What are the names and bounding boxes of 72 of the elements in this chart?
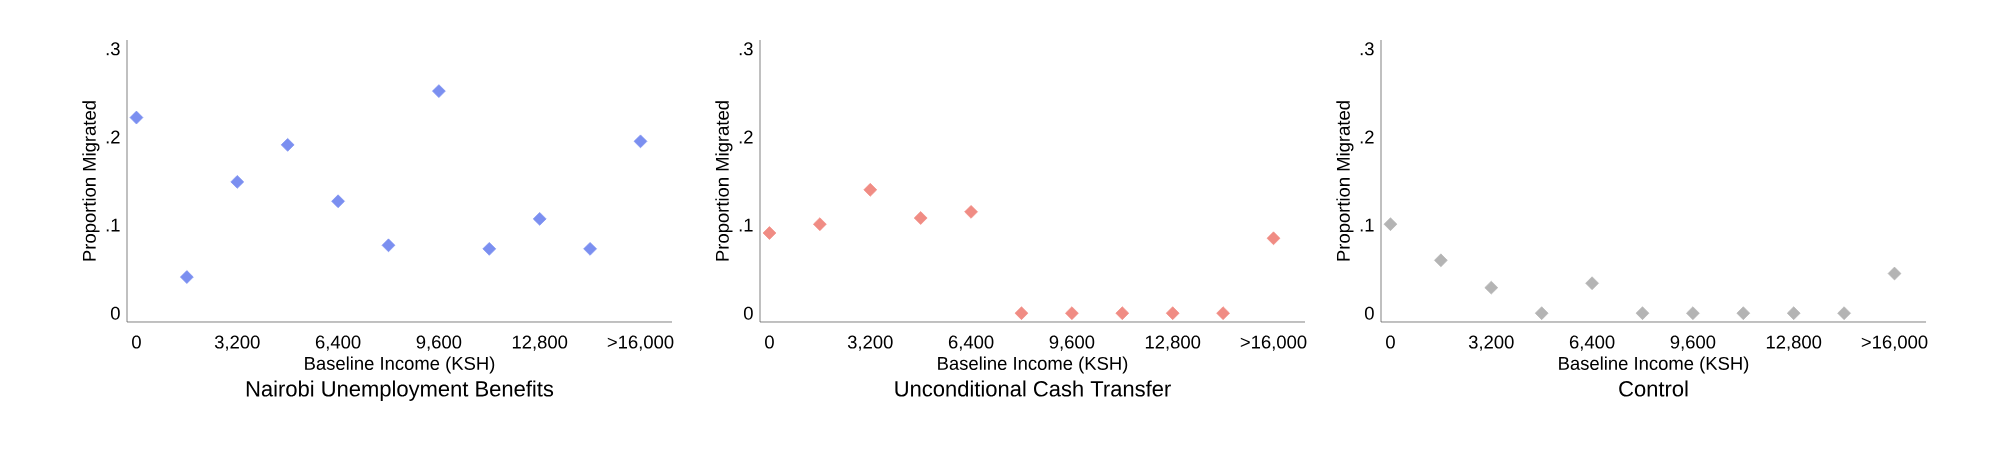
y-axis-title: Proportion Migrated <box>1336 101 1354 261</box>
point <box>1115 306 1130 320</box>
text: Control <box>1619 380 1688 397</box>
y-tick-label: .1 <box>739 218 753 232</box>
point <box>230 175 245 189</box>
y-tick-label: .3 <box>1360 42 1374 56</box>
point <box>1686 306 1700 320</box>
point <box>1887 266 1902 281</box>
point <box>813 217 827 231</box>
x-axis-title: Baseline Income (KSH) <box>1559 356 1749 374</box>
point <box>1484 280 1499 295</box>
y-tick-label: 0 <box>110 306 120 320</box>
x-tick-label: 0 <box>132 335 141 349</box>
x-tick-label: 3,200 <box>847 335 893 351</box>
y-axis-title: Proportion Migrated <box>82 101 100 261</box>
y-tick-label: 0 <box>743 306 753 320</box>
x-tick-label: 12,800 <box>1766 335 1822 351</box>
point <box>432 84 446 98</box>
point <box>1434 253 1448 268</box>
x-tick-label: 6,400 <box>1569 335 1615 351</box>
point <box>532 212 547 226</box>
y-tick-label: .1 <box>1360 218 1374 232</box>
x-tick-label: 6,400 <box>315 335 361 351</box>
x-tick-label: 9,600 <box>1670 335 1716 351</box>
x-tick-label: 12,800 <box>512 335 568 351</box>
point <box>1383 217 1398 231</box>
x-tick-label: 9,600 <box>416 335 462 351</box>
x-tick-label: >16,000 <box>1861 335 1928 351</box>
point <box>1534 306 1549 320</box>
point <box>129 110 144 125</box>
y-tick-label: .3 <box>739 42 753 56</box>
y-axis-title: Proportion Migrated <box>715 101 733 261</box>
x-tick-label: 0 <box>765 335 774 349</box>
text: Unconditional Cash Transfer <box>895 380 1171 397</box>
y-tick-label: .2 <box>1360 130 1374 144</box>
point <box>913 211 928 225</box>
y-tick-label: .1 <box>106 218 120 232</box>
x-tick-label: 6,400 <box>948 335 994 351</box>
point <box>482 242 497 256</box>
point <box>863 183 878 197</box>
y-tick-label: .2 <box>106 130 120 144</box>
point <box>1585 276 1599 291</box>
x-tick-label: >16,000 <box>607 335 674 351</box>
text: Nairobi Unemployment Benefits <box>246 380 554 401</box>
point <box>1216 306 1230 320</box>
x-tick-label: 9,600 <box>1049 335 1095 351</box>
x-tick-label: 0 <box>1386 335 1395 349</box>
point <box>1266 231 1281 246</box>
point <box>762 226 777 240</box>
x-axis-title: Baseline Income (KSH) <box>938 356 1128 374</box>
point <box>583 242 597 256</box>
x-tick-label: 3,200 <box>1468 335 1514 351</box>
y-tick-label: 0 <box>1364 306 1374 320</box>
x-tick-label: 12,800 <box>1145 335 1201 351</box>
y-tick-label: .3 <box>106 42 120 56</box>
point <box>1736 306 1751 320</box>
point <box>1014 306 1029 320</box>
point <box>1837 306 1851 320</box>
point <box>381 238 396 253</box>
x-tick-label: >16,000 <box>1240 335 1307 351</box>
point <box>633 134 648 149</box>
point <box>1786 306 1801 320</box>
x-axis-title: Baseline Income (KSH) <box>305 356 495 374</box>
point <box>1165 306 1180 320</box>
point <box>180 270 194 284</box>
point <box>280 138 295 152</box>
y-tick-label: .2 <box>739 130 753 144</box>
x-tick-label: 3,200 <box>214 335 260 351</box>
point <box>1065 306 1079 320</box>
point <box>964 205 978 219</box>
point <box>331 194 345 209</box>
point <box>1635 306 1650 320</box>
